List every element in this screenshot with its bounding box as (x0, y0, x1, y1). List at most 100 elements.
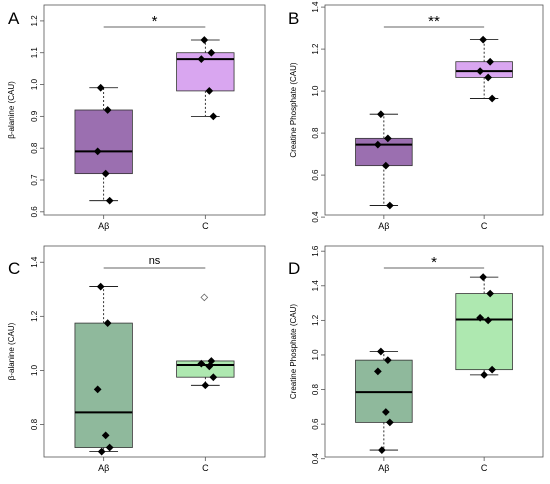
data-point (484, 73, 493, 82)
significance-label: * (152, 13, 158, 30)
box-abeta (355, 110, 413, 210)
data-point (97, 447, 106, 456)
y-tick-label: 1.0 (30, 364, 39, 376)
y-tick-label: 1.0 (311, 349, 320, 361)
x-tick-label: Aβ (98, 463, 109, 473)
box-abeta (74, 282, 133, 456)
y-tick-label: 0.6 (311, 418, 320, 430)
data-point (205, 362, 214, 371)
y-tick-label: 1.0 (311, 85, 320, 97)
y-tick-label: 1.4 (30, 256, 39, 268)
data-point (488, 365, 497, 374)
y-tick-label: 0.4 (311, 211, 320, 223)
data-point (377, 446, 386, 454)
y-axis-label: Creatine Phosphate (CAU) (289, 62, 298, 157)
y-tick-label: 0.9 (30, 110, 39, 122)
panel-c: C 0.8 1.0 1.2 1.4 β-alanine (CAU) Aβ Cns (7, 245, 266, 473)
y-tick-label: 0.6 (311, 169, 320, 181)
x-tick-label: Aβ (378, 463, 389, 473)
x-tick-label: C (481, 463, 488, 473)
data-point (373, 367, 382, 376)
box-c (176, 36, 235, 121)
y-tick-label: 1.2 (30, 15, 39, 27)
data-point (101, 169, 110, 178)
y-axis-label: β-alanine (CAU) (7, 322, 16, 380)
box-body (74, 109, 133, 175)
x-tick-label: C (202, 463, 209, 473)
data-point (383, 134, 392, 143)
data-point (381, 161, 390, 170)
data-point (373, 140, 382, 149)
box-body (176, 360, 235, 378)
data-point (476, 67, 485, 76)
data-point (197, 55, 206, 63)
panel-letter: B (288, 9, 299, 28)
panel-letter: C (8, 259, 20, 278)
panel-d: D 0.4 0.6 0.8 1.0 1.2 1.4 1.6 Creatine Phosphate… (288, 245, 544, 473)
y-tick-label: 0.8 (311, 383, 320, 395)
data-point (484, 316, 493, 325)
data-point (96, 282, 105, 291)
box-body (455, 61, 513, 78)
significance-label: ns (149, 255, 161, 267)
y-tick-label: 1.0 (30, 78, 39, 90)
data-point (479, 273, 488, 281)
panel-b: B 0.4 0.6 0.8 1.0 1.2 1.4 Creatine Phosphate (C… (288, 1, 544, 231)
data-point (105, 196, 114, 205)
data-point (96, 83, 105, 92)
box-c (176, 293, 235, 390)
y-tick-label: 1.4 (311, 280, 320, 292)
data-point (385, 418, 394, 427)
y-tick-label: 0.8 (311, 127, 320, 139)
data-point (103, 106, 112, 114)
data-point (383, 356, 392, 365)
y-tick-label: 1.2 (30, 310, 39, 322)
significance-label: ** (428, 13, 440, 30)
data-point (209, 373, 218, 382)
data-point (381, 408, 390, 416)
panel-letter: A (8, 9, 20, 28)
plot-frame (324, 4, 544, 216)
data-point (197, 359, 206, 368)
plot-frame (43, 4, 266, 216)
box-abeta (74, 83, 133, 205)
data-point (200, 36, 209, 44)
data-point (200, 293, 209, 302)
box-abeta (355, 347, 413, 454)
data-point (486, 289, 495, 298)
y-axis-label: β-alanine (CAU) (7, 81, 16, 139)
data-point (479, 35, 488, 44)
box-c (455, 273, 513, 379)
data-point (376, 110, 385, 119)
data-point (376, 347, 385, 356)
y-tick-label: 0.4 (311, 453, 320, 465)
data-point (205, 87, 214, 95)
y-tick-label: 1.4 (311, 1, 320, 13)
y-tick-label: 1.6 (311, 245, 320, 257)
data-point (486, 57, 495, 66)
data-point (385, 201, 394, 210)
data-point (105, 443, 114, 452)
data-point (209, 112, 218, 121)
box-c (455, 35, 513, 103)
x-tick-label: C (202, 221, 209, 231)
data-point (93, 385, 102, 394)
panel-letter: D (288, 259, 300, 278)
box-body (74, 322, 133, 448)
data-point (207, 48, 216, 57)
data-point (480, 370, 489, 379)
y-tick-label: 0.6 (30, 206, 39, 218)
box-body (355, 137, 413, 167)
x-tick-label: C (481, 221, 488, 231)
plot-frame (43, 245, 266, 458)
data-point (103, 319, 112, 327)
box-body (455, 293, 513, 371)
y-axis-label: Creatine Phosphate (CAU) (289, 304, 298, 399)
y-tick-label: 1.1 (30, 47, 39, 59)
data-point (488, 94, 497, 103)
data-point (201, 381, 210, 390)
significance-label: * (431, 254, 437, 271)
x-tick-label: Aβ (378, 221, 389, 231)
y-tick-label: 0.7 (30, 174, 39, 186)
